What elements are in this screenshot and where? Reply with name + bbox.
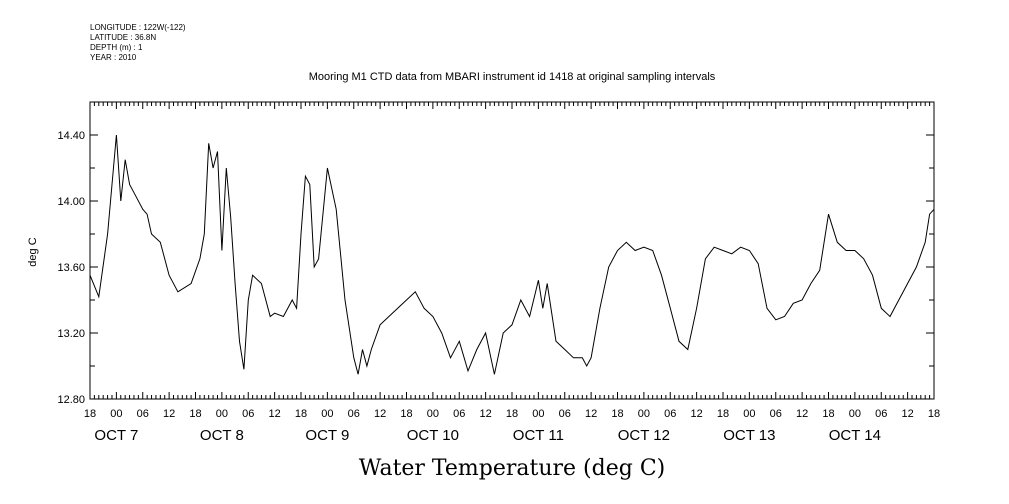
x-day-label: OCT 9 xyxy=(305,427,349,444)
x-tick-label: 18 xyxy=(506,408,518,420)
y-axis-label: deg C xyxy=(27,237,39,266)
plot-frame xyxy=(89,101,935,400)
header-year: YEAR : 2010 xyxy=(90,53,137,62)
x-tick-label: 00 xyxy=(532,408,544,420)
x-day-label: OCT 10 xyxy=(407,427,459,444)
x-tick-label: 06 xyxy=(348,408,360,420)
x-tick-label: 18 xyxy=(189,408,201,420)
x-day-label: OCT 8 xyxy=(200,427,244,444)
y-tick-label: 13.60 xyxy=(57,262,85,274)
chart-title: Mooring M1 CTD data from MBARI instrumen… xyxy=(309,71,716,83)
x-tick-label: 12 xyxy=(902,408,914,420)
x-tick-label: 18 xyxy=(400,408,412,420)
x-axis: 18 00 06 12 18 00 06 12 18 00 06 12 18 00 06 12 18 00 06 12… xyxy=(84,408,940,444)
x-tick-label: 00 xyxy=(849,408,861,420)
x-tick-label: 12 xyxy=(796,408,808,420)
minor-ticks xyxy=(89,102,935,399)
x-day-label: OCT 11 xyxy=(513,427,564,444)
y-tick-label: 14.00 xyxy=(57,196,85,208)
x-tick-label: 00 xyxy=(638,408,650,420)
y-tick-label: 13.20 xyxy=(57,328,85,340)
x-tick-label: 12 xyxy=(585,408,597,420)
x-day-label: OCT 13 xyxy=(723,427,775,444)
header-latitude: LATITUDE : 36.8N xyxy=(90,33,156,42)
x-tick-label: 12 xyxy=(269,408,281,420)
x-tick-label: 18 xyxy=(822,408,834,420)
x-tick-label: 00 xyxy=(321,408,333,420)
temperature-series-line xyxy=(89,134,935,375)
x-tick-label: 18 xyxy=(611,408,623,420)
x-tick-label: 18 xyxy=(928,408,940,420)
x-tick-label: 06 xyxy=(559,408,571,420)
x-tick-label: 12 xyxy=(691,408,703,420)
x-tick-label: 12 xyxy=(374,408,386,420)
x-tick-label: 18 xyxy=(717,408,729,420)
x-tick-label: 00 xyxy=(427,408,439,420)
y-axis: 12.80 13.20 13.60 14.00 14.40 xyxy=(57,130,934,406)
x-tick-label: 06 xyxy=(770,408,782,420)
x-tick-label: 06 xyxy=(137,408,149,420)
header-depth: DEPTH (m) : 1 xyxy=(90,43,143,52)
x-tick-label: 00 xyxy=(743,408,755,420)
x-tick-label: 00 xyxy=(110,408,122,420)
y-tick-label: 14.40 xyxy=(57,130,85,142)
x-day-label: OCT 7 xyxy=(94,427,138,444)
x-tick-label: 18 xyxy=(84,408,96,420)
x-tick-label: 18 xyxy=(295,408,307,420)
header-longitude: LONGITUDE : 122W(-122) xyxy=(90,23,186,32)
x-tick-label: 12 xyxy=(480,408,492,420)
x-tick-label: 12 xyxy=(163,408,175,420)
x-day-label: OCT 14 xyxy=(829,427,881,444)
x-axis-label: Water Temperature (deg C) xyxy=(359,456,666,481)
x-tick-label: 06 xyxy=(875,408,887,420)
x-tick-label: 00 xyxy=(216,408,228,420)
x-tick-label: 06 xyxy=(664,408,676,420)
y-tick-label: 12.80 xyxy=(57,394,85,406)
x-day-label: OCT 12 xyxy=(618,427,670,444)
x-tick-label: 06 xyxy=(453,408,465,420)
x-tick-label: 06 xyxy=(242,408,254,420)
